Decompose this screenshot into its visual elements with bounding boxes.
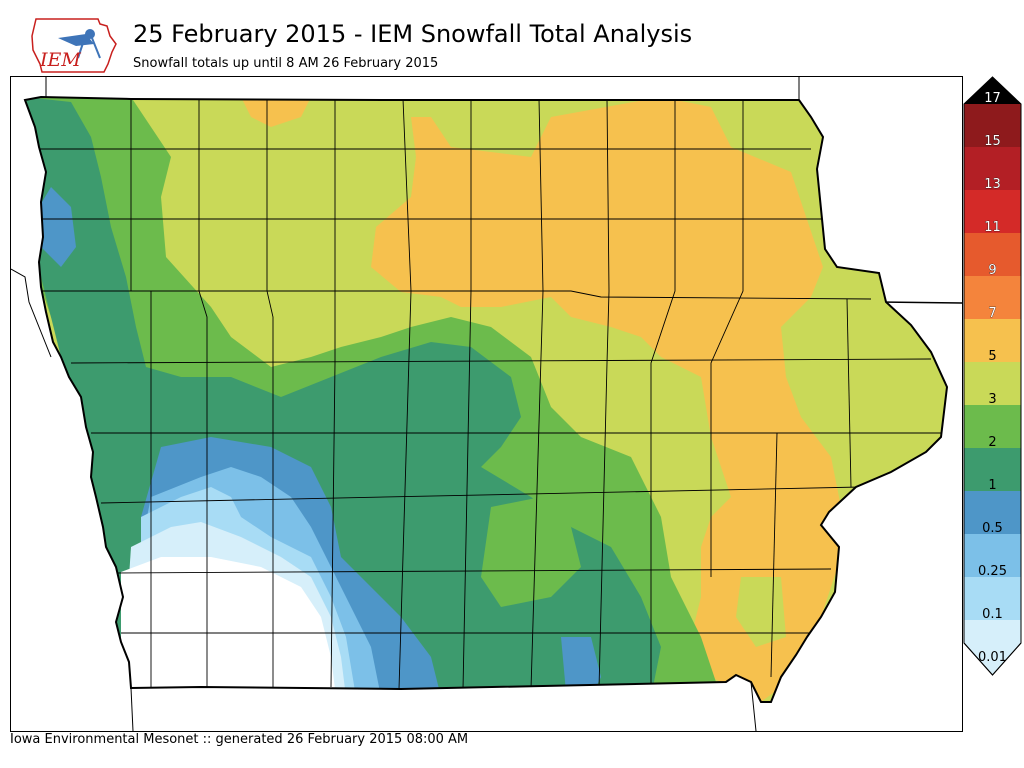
legend-swatch <box>964 534 1021 577</box>
legend-label: 11 <box>984 220 1001 235</box>
legend-label: 0.01 <box>978 650 1007 665</box>
legend-swatch <box>964 190 1021 233</box>
legend-label: 3 <box>988 392 996 407</box>
legend-label: 1 <box>988 478 996 493</box>
legend-swatch <box>964 448 1021 491</box>
legend-swatch <box>964 276 1021 319</box>
footer-text: Iowa Environmental Mesonet :: generated … <box>10 732 469 747</box>
iem-logo: IEM <box>28 14 120 76</box>
legend-swatch <box>964 233 1021 276</box>
snowfall-legend: 0.01 0.1 0.25 0.5 1 2 3 5 7 9 11 13 15 17 <box>962 76 1024 692</box>
legend-swatch <box>964 491 1021 534</box>
legend-label: 0.25 <box>978 564 1007 579</box>
legend-label: 5 <box>988 349 996 364</box>
snowfall-contours <box>25 97 947 702</box>
page-subtitle: Snowfall totals up until 8 AM 26 Februar… <box>133 56 439 71</box>
legend-label: 17 <box>984 91 1001 106</box>
legend-label: 13 <box>984 177 1001 192</box>
page-title: 25 February 2015 - IEM Snowfall Total An… <box>133 20 693 48</box>
county-lines <box>31 98 941 690</box>
legend-swatch <box>964 577 1021 620</box>
legend-swatch <box>964 104 1021 147</box>
logo-text: IEM <box>39 49 81 71</box>
legend-swatch <box>964 620 1021 643</box>
legend-top-arrow <box>964 77 1021 104</box>
snowfall-map <box>10 76 963 732</box>
legend-swatch <box>964 319 1021 362</box>
legend-swatch <box>964 362 1021 405</box>
legend-label: 7 <box>988 306 996 321</box>
legend-label: 2 <box>988 435 996 450</box>
legend-label: 15 <box>984 134 1001 149</box>
legend-swatch <box>964 147 1021 190</box>
legend-label: 9 <box>988 263 996 278</box>
legend-swatch <box>964 405 1021 448</box>
legend-label: 0.5 <box>982 521 1003 536</box>
legend-label: 0.1 <box>982 607 1003 622</box>
